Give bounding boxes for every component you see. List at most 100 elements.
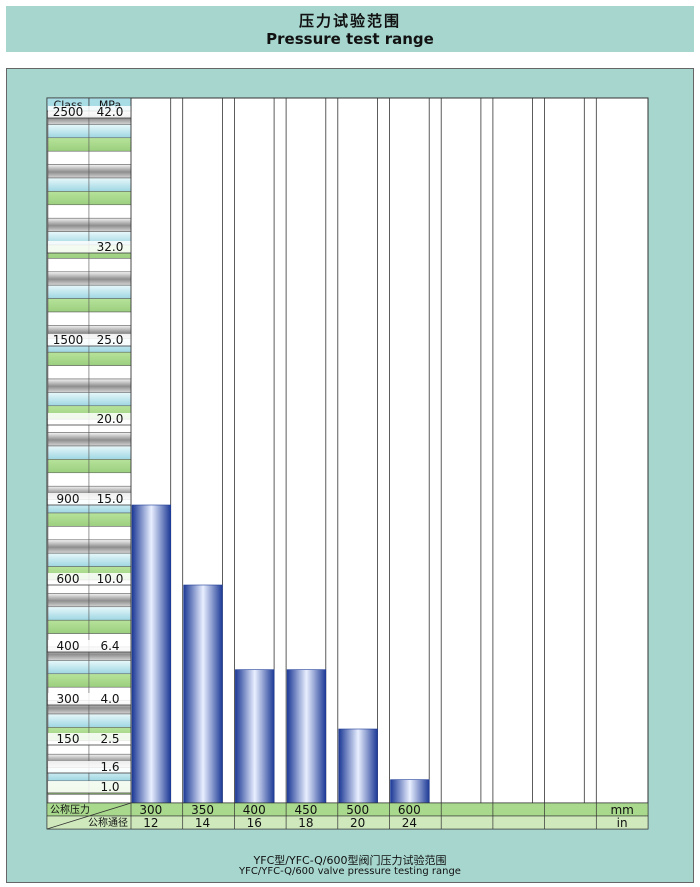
- scale-row-class: [47, 191, 90, 206]
- scale-label-bg-class: [48, 693, 89, 705]
- scale-label-bg-class: [48, 241, 89, 253]
- scale-row-class: [47, 351, 90, 366]
- scale-row-mpa: [88, 284, 132, 299]
- scale-row-class: [47, 204, 90, 219]
- scale-row-class: [47, 137, 90, 152]
- scale-row-mpa: [88, 432, 132, 447]
- scale-row-mpa: [88, 619, 132, 634]
- scale-row-class: [47, 713, 90, 728]
- bar-400: [235, 669, 275, 804]
- scale-label-mpa: 10.0: [97, 572, 124, 586]
- scale-label-mpa: 25.0: [97, 333, 124, 347]
- scale-row-mpa: [88, 177, 132, 192]
- scale-label-mpa: 6.4: [100, 639, 119, 653]
- caption-chinese: YFC型/YFC-Q/600型阀门压力试验范围: [253, 854, 447, 867]
- scale-row-class: [47, 432, 90, 447]
- scale-row-class: [47, 378, 90, 393]
- scale-row-mpa: [88, 150, 132, 165]
- scale-label-bg-mpa: [89, 573, 131, 585]
- scale-label-bg-mpa: [89, 413, 131, 425]
- scale-row-mpa: [88, 794, 132, 804]
- scale-row-mpa: [88, 606, 132, 621]
- scale-row-class: [47, 552, 90, 567]
- size-row-in-bg: [46, 815, 649, 830]
- scale-label-mpa: 42.0: [97, 105, 124, 119]
- scale-row-mpa: [88, 660, 132, 675]
- scale-row-class: [47, 217, 90, 232]
- tick-label-mm: 450: [294, 803, 317, 817]
- tick-label-in: 18: [298, 816, 313, 830]
- scale-label-bg-class: [48, 413, 89, 425]
- scale-label-bg-class: [48, 733, 89, 745]
- scale-label-bg-mpa: [89, 106, 131, 118]
- scale-label-class: 2500: [53, 105, 84, 119]
- scale-row-class: [47, 794, 90, 804]
- scale-row-mpa: [88, 365, 132, 380]
- scale-row-class: [47, 539, 90, 554]
- scale-row-class: [47, 150, 90, 165]
- scale-label-class: 600: [57, 572, 80, 586]
- scale-label-bg-class: [48, 493, 89, 505]
- scale-row-mpa: [88, 378, 132, 393]
- scale-row-class: [47, 606, 90, 621]
- scale-row-mpa: [88, 552, 132, 567]
- scale-label-bg-mpa: [89, 493, 131, 505]
- scale-row-class: [47, 660, 90, 675]
- scale-row-class: [47, 593, 90, 608]
- scale-row-mpa: [88, 512, 132, 527]
- size-row-label-pressure: 公称压力: [50, 803, 90, 816]
- scale-row-mpa: [88, 593, 132, 608]
- tick-label-mm: 500: [346, 803, 369, 817]
- scale-row-mpa: [88, 217, 132, 232]
- bar-350: [183, 584, 223, 804]
- bar-450: [286, 669, 327, 804]
- scale-label-bg-mpa: [89, 640, 131, 652]
- scale-row-class: [47, 512, 90, 527]
- tick-label-in: 16: [247, 816, 262, 830]
- bar-500: [338, 728, 378, 804]
- scale-label-mpa: 1.0: [100, 780, 119, 794]
- scale-label-class: 1500: [53, 333, 84, 347]
- tick-label-mm: 600: [398, 803, 421, 817]
- title-chinese: 压力试验范围: [298, 12, 401, 30]
- scale-row-mpa: [88, 124, 132, 139]
- scale-label-bg-class: [48, 640, 89, 652]
- scale-row-class: [47, 365, 90, 380]
- scale-row-mpa: [88, 137, 132, 152]
- scale-label-class: 150: [57, 732, 80, 746]
- scale-row-class: [47, 258, 90, 273]
- title-english: Pressure test range: [266, 30, 434, 48]
- scale-label-mpa: 2.5: [100, 732, 119, 746]
- scale-row-class: [47, 445, 90, 460]
- scale-row-mpa: [88, 445, 132, 460]
- size-row-label-bore: 公称通径: [88, 816, 128, 829]
- scale-row-mpa: [88, 191, 132, 206]
- scale-row-class: [47, 284, 90, 299]
- scale-row-class: [47, 619, 90, 634]
- scale-row-mpa: [88, 392, 132, 407]
- scale-row-class: [47, 298, 90, 313]
- unit-in: in: [617, 816, 628, 830]
- tick-label-in: 20: [350, 816, 365, 830]
- scale-row-mpa: [88, 204, 132, 219]
- tick-label-mm: 300: [139, 803, 162, 817]
- scale-label-class: 300: [57, 692, 80, 706]
- tick-label-in: 12: [143, 816, 158, 830]
- scale-label-class: 900: [57, 492, 80, 506]
- scale-label-class: 400: [57, 639, 80, 653]
- scale-row-mpa: [88, 526, 132, 541]
- scale-label-bg-class: [48, 781, 89, 793]
- scale-row-class: [47, 673, 90, 688]
- scale-label-bg-class: [48, 106, 89, 118]
- corner-diagonal: [46, 802, 132, 830]
- scale-label-bg-mpa: [89, 334, 131, 346]
- scale-label-bg-mpa: [89, 733, 131, 745]
- scale-row-mpa: [88, 539, 132, 554]
- scale-row-class: [47, 177, 90, 192]
- scale-row-class: [47, 311, 90, 326]
- scale-label-bg-class: [48, 761, 89, 773]
- scale-row-class: [47, 271, 90, 286]
- scale-row-mpa: [88, 271, 132, 286]
- scale-row-class: [47, 472, 90, 487]
